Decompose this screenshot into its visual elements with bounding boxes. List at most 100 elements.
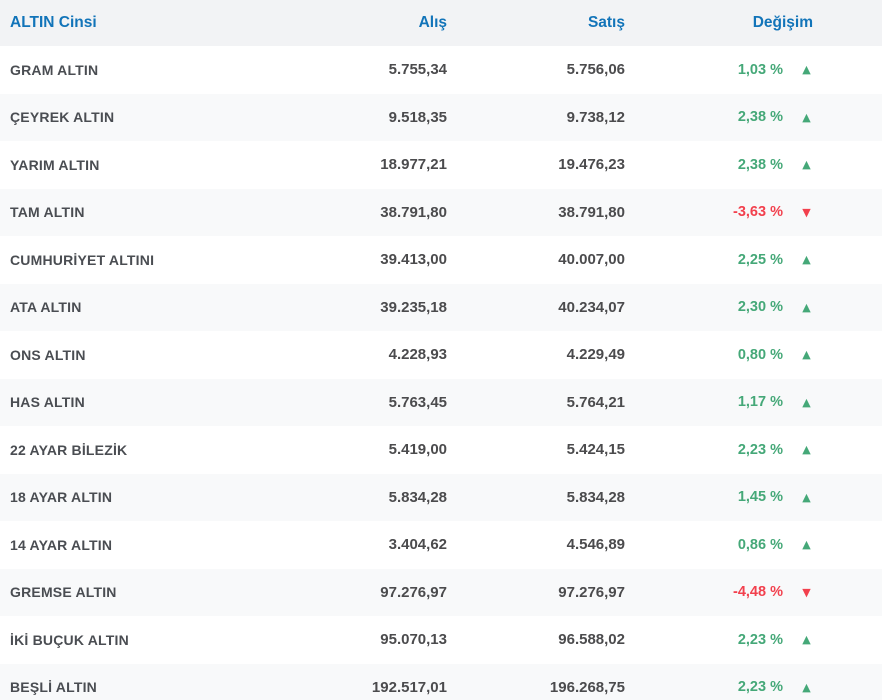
change-percent: 2,38 % bbox=[737, 156, 783, 173]
sell-price-value: 38.791,80 bbox=[558, 203, 625, 221]
table-row[interactable]: ÇEYREK ALTIN 9.518,35 9.738,12 2,38 % ▲ bbox=[0, 93, 882, 141]
buy-price-value: 5.834,28 bbox=[388, 488, 447, 506]
up-triangle-icon: ▲ bbox=[802, 633, 811, 647]
change-percent: 0,86 % bbox=[737, 536, 783, 553]
table-row[interactable]: CUMHURİYET ALTINI 39.413,00 40.007,00 2,… bbox=[0, 236, 882, 284]
up-triangle-icon: ▲ bbox=[802, 63, 811, 77]
up-triangle-icon: ▲ bbox=[802, 300, 811, 314]
table-row[interactable]: GRAM ALTIN 5.755,34 5.756,06 1,03 % ▲ bbox=[0, 46, 882, 94]
change-percent: 0,80 % bbox=[737, 346, 783, 363]
sell-price-value: 40.234,07 bbox=[558, 298, 625, 316]
change-cell: 2,38 % ▲ bbox=[625, 109, 882, 125]
gold-type-label: HAS ALTIN bbox=[10, 394, 85, 411]
change-percent: 1,45 % bbox=[737, 489, 783, 506]
sell-price-value: 9.738,12 bbox=[566, 108, 625, 126]
table-row[interactable]: ONS ALTIN 4.228,93 4.229,49 0,80 % ▲ bbox=[0, 331, 882, 379]
sell-price-value: 97.276,97 bbox=[558, 583, 625, 601]
change-cell: 1,45 % ▲ bbox=[625, 489, 882, 505]
change-percent: 2,23 % bbox=[737, 679, 783, 696]
up-triangle-icon: ▲ bbox=[802, 348, 811, 362]
change-percent: 1,03 % bbox=[737, 61, 783, 78]
gold-type-label: CUMHURİYET ALTINI bbox=[10, 251, 155, 268]
gold-type-label: TAM ALTIN bbox=[10, 204, 85, 221]
sell-price-value: 5.756,06 bbox=[566, 61, 625, 79]
change-percent: -4,48 % bbox=[733, 584, 783, 601]
gold-type-label: 22 AYAR BİLEZİK bbox=[10, 441, 128, 458]
change-cell: 1,03 % ▲ bbox=[625, 62, 882, 78]
change-percent: 2,23 % bbox=[737, 441, 783, 458]
change-percent: 2,38 % bbox=[737, 109, 783, 126]
buy-price-value: 5.755,34 bbox=[388, 61, 447, 79]
up-triangle-icon: ▲ bbox=[802, 253, 811, 267]
change-percent: 2,23 % bbox=[737, 631, 783, 648]
table-row[interactable]: GREMSE ALTIN 97.276,97 97.276,97 -4,48 %… bbox=[0, 568, 882, 616]
buy-price-value: 95.070,13 bbox=[380, 631, 447, 649]
gold-type-label: GRAM ALTIN bbox=[10, 61, 99, 78]
table-row[interactable]: HAS ALTIN 5.763,45 5.764,21 1,17 % ▲ bbox=[0, 378, 882, 426]
buy-price-value: 9.518,35 bbox=[388, 108, 447, 126]
up-triangle-icon: ▲ bbox=[802, 443, 811, 457]
column-header-gold-type: ALTIN Cinsi bbox=[10, 14, 97, 31]
buy-price-value: 192.517,01 bbox=[371, 678, 447, 696]
change-cell: 1,17 % ▲ bbox=[625, 394, 882, 410]
up-triangle-icon: ▲ bbox=[802, 158, 811, 172]
column-header-change: Değişim bbox=[752, 14, 813, 31]
sell-price-value: 4.546,89 bbox=[566, 536, 625, 554]
change-cell: -3,63 % ▼ bbox=[625, 204, 882, 220]
gold-type-label: YARIM ALTIN bbox=[10, 156, 100, 173]
buy-price-value: 5.763,45 bbox=[388, 393, 447, 411]
buy-price-value: 38.791,80 bbox=[380, 203, 447, 221]
change-percent: 1,17 % bbox=[737, 394, 783, 411]
gold-type-label: 14 AYAR ALTIN bbox=[10, 536, 113, 553]
column-header-buy: Alış bbox=[418, 14, 447, 31]
change-cell: 2,23 % ▲ bbox=[625, 442, 882, 458]
change-cell: 0,86 % ▲ bbox=[625, 537, 882, 553]
table-row[interactable]: 22 AYAR BİLEZİK 5.419,00 5.424,15 2,23 %… bbox=[0, 426, 882, 474]
buy-price-value: 39.235,18 bbox=[380, 298, 447, 316]
sell-price-value: 5.764,21 bbox=[566, 393, 625, 411]
table-row[interactable]: 18 AYAR ALTIN 5.834,28 5.834,28 1,45 % ▲ bbox=[0, 473, 882, 521]
gold-type-label: ÇEYREK ALTIN bbox=[10, 109, 115, 126]
table-body: GRAM ALTIN 5.755,34 5.756,06 1,03 % ▲ ÇE… bbox=[0, 46, 882, 700]
table-row[interactable]: ATA ALTIN 39.235,18 40.234,07 2,30 % ▲ bbox=[0, 283, 882, 331]
buy-price-value: 39.413,00 bbox=[380, 251, 447, 269]
sell-price-value: 19.476,23 bbox=[558, 156, 625, 174]
change-cell: 2,23 % ▲ bbox=[625, 632, 882, 648]
up-triangle-icon: ▲ bbox=[802, 395, 811, 409]
gold-type-label: 18 AYAR ALTIN bbox=[10, 489, 113, 506]
gold-type-label: ATA ALTIN bbox=[10, 299, 82, 316]
column-header-sell: Satış bbox=[587, 14, 625, 31]
change-cell: -4,48 % ▼ bbox=[625, 584, 882, 600]
down-triangle-icon: ▼ bbox=[802, 205, 811, 219]
gold-type-label: İKİ BUÇUK ALTIN bbox=[10, 631, 129, 648]
sell-price-value: 5.834,28 bbox=[566, 488, 625, 506]
buy-price-value: 5.419,00 bbox=[388, 441, 447, 459]
table-row[interactable]: İKİ BUÇUK ALTIN 95.070,13 96.588,02 2,23… bbox=[0, 616, 882, 664]
change-cell: 2,38 % ▲ bbox=[625, 157, 882, 173]
up-triangle-icon: ▲ bbox=[802, 680, 811, 694]
table-row[interactable]: TAM ALTIN 38.791,80 38.791,80 -3,63 % ▼ bbox=[0, 188, 882, 236]
up-triangle-icon: ▲ bbox=[802, 110, 811, 124]
table-row[interactable]: BEŞLİ ALTIN 192.517,01 196.268,75 2,23 %… bbox=[0, 663, 882, 700]
up-triangle-icon: ▲ bbox=[802, 490, 811, 504]
gold-type-label: ONS ALTIN bbox=[10, 346, 86, 363]
buy-price-value: 3.404,62 bbox=[388, 536, 447, 554]
change-percent: 2,25 % bbox=[737, 251, 783, 268]
table-header-row: ALTIN Cinsi Alış Satış Değişim bbox=[0, 0, 882, 46]
gold-type-label: BEŞLİ ALTIN bbox=[10, 679, 97, 696]
change-percent: -3,63 % bbox=[733, 204, 783, 221]
sell-price-value: 196.268,75 bbox=[549, 678, 625, 696]
change-cell: 0,80 % ▲ bbox=[625, 347, 882, 363]
table-row[interactable]: 14 AYAR ALTIN 3.404,62 4.546,89 0,86 % ▲ bbox=[0, 521, 882, 569]
table-row[interactable]: YARIM ALTIN 18.977,21 19.476,23 2,38 % ▲ bbox=[0, 141, 882, 189]
sell-price-value: 4.229,49 bbox=[566, 346, 625, 364]
down-triangle-icon: ▼ bbox=[802, 585, 811, 599]
gold-type-label: GREMSE ALTIN bbox=[10, 584, 117, 601]
up-triangle-icon: ▲ bbox=[802, 538, 811, 552]
buy-price-value: 4.228,93 bbox=[388, 346, 447, 364]
sell-price-value: 5.424,15 bbox=[566, 441, 625, 459]
change-cell: 2,25 % ▲ bbox=[625, 252, 882, 268]
change-cell: 2,23 % ▲ bbox=[625, 679, 882, 695]
